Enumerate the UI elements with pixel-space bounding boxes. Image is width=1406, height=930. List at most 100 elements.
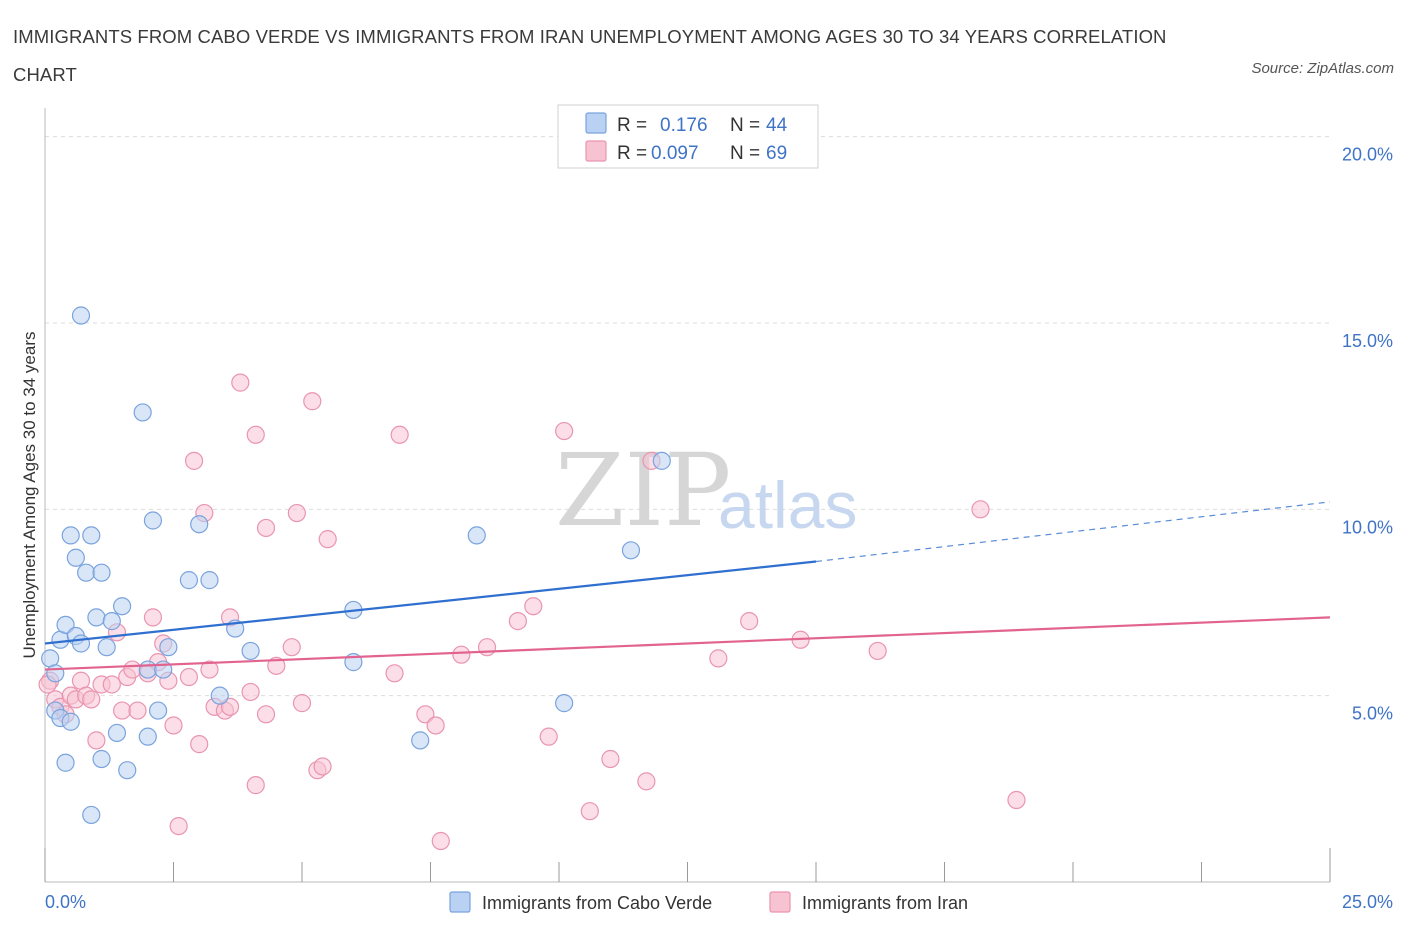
iran-point bbox=[539, 727, 558, 746]
cabo-verde-point bbox=[190, 515, 209, 534]
cabo-verde-point bbox=[200, 571, 219, 590]
cabo-verde-point bbox=[56, 615, 75, 634]
cabo-verde-point bbox=[82, 805, 101, 825]
y-tick-labels: 5.0% 10.0% 15.0% 20.0% bbox=[1342, 145, 1393, 724]
watermark: ZIP atlas bbox=[555, 432, 857, 549]
iran-point bbox=[184, 451, 204, 470]
iran-point bbox=[143, 608, 163, 627]
cabo-verde-point bbox=[71, 306, 91, 325]
iran-point bbox=[179, 667, 199, 687]
legend-n-label: N = bbox=[730, 115, 760, 136]
x-tick-label: 25.0% bbox=[1342, 892, 1393, 912]
iran-points bbox=[38, 373, 1026, 851]
cabo-verde-point bbox=[133, 403, 152, 422]
iran-point bbox=[477, 638, 497, 657]
cabo-verde-point bbox=[118, 761, 137, 780]
cabo-verde-point bbox=[66, 548, 85, 567]
cabo-verde-point bbox=[61, 526, 80, 545]
iran-point bbox=[87, 731, 106, 750]
cabo-verde-point bbox=[46, 664, 65, 683]
iran-point bbox=[426, 716, 445, 735]
bottom-legend-swatch-cabo-verde bbox=[449, 891, 471, 913]
iran-point bbox=[220, 697, 240, 716]
iran-point bbox=[246, 776, 265, 795]
trend-lines bbox=[44, 501, 1331, 671]
iran-point bbox=[318, 530, 337, 549]
y-tick-label: 15.0% bbox=[1342, 331, 1393, 351]
iran-point bbox=[190, 735, 209, 754]
iran-point bbox=[524, 597, 543, 616]
x-tick-label: 0.0% bbox=[45, 892, 86, 912]
iran-point bbox=[416, 705, 435, 724]
iran-point bbox=[256, 705, 276, 724]
cabo-verde-point bbox=[241, 641, 260, 661]
iran-point bbox=[82, 690, 101, 709]
legend-r-label: R = bbox=[617, 143, 647, 164]
cabo-verde-point bbox=[210, 686, 229, 705]
iran-point bbox=[971, 500, 990, 519]
legend-n-label: N = bbox=[730, 143, 760, 164]
cabo-verde-trendline-extension bbox=[815, 501, 1331, 563]
cabo-verde-point bbox=[555, 694, 574, 713]
cabo-verde-point bbox=[143, 511, 163, 530]
cabo-verde-point bbox=[102, 612, 121, 631]
cabo-verde-point bbox=[92, 749, 111, 769]
cabo-verde-point bbox=[97, 638, 116, 657]
grid-lines bbox=[45, 136, 1330, 697]
x-tick-labels: 0.0% 25.0% bbox=[45, 892, 1393, 912]
cabo-verde-point bbox=[411, 731, 430, 750]
bottom-legend-label-cabo-verde: Immigrants from Cabo Verde bbox=[482, 893, 712, 913]
iran-point bbox=[601, 749, 620, 769]
y-axis-label: Unemployment Among Ages 30 to 34 years bbox=[20, 332, 39, 659]
iran-point bbox=[1007, 790, 1026, 810]
cabo-verde-point bbox=[652, 451, 671, 470]
bottom-legend-label-iran: Immigrants from Iran bbox=[802, 893, 968, 913]
iran-point bbox=[164, 716, 183, 735]
iran-point bbox=[385, 664, 404, 683]
cabo-verde-point bbox=[179, 571, 199, 590]
cabo-verde-point bbox=[621, 541, 641, 560]
legend: R = 0.176 N = 44 R = 0.097 N = 69 bbox=[557, 104, 819, 169]
iran-point bbox=[128, 701, 147, 720]
axes bbox=[44, 108, 1331, 883]
y-tick-label: 20.0% bbox=[1342, 145, 1393, 165]
legend-r-label: R = bbox=[617, 115, 647, 136]
iran-point bbox=[287, 503, 306, 523]
legend-swatch-iran bbox=[585, 140, 607, 162]
iran-point bbox=[303, 392, 322, 411]
cabo-verde-point bbox=[56, 753, 75, 772]
cabo-verde-point bbox=[107, 723, 127, 743]
iran-point bbox=[637, 772, 656, 791]
cabo-verde-points bbox=[41, 306, 671, 825]
bottom-legend-swatch-iran bbox=[769, 891, 791, 913]
iran-point bbox=[868, 641, 887, 661]
iran-point bbox=[431, 831, 450, 851]
chart-title: IMMIGRANTS FROM CABO VERDE VS IMMIGRANTS… bbox=[13, 26, 1167, 85]
cabo-verde-point bbox=[92, 563, 111, 582]
watermark-atlas: atlas bbox=[718, 468, 857, 542]
iran-point bbox=[390, 425, 409, 444]
iran-point bbox=[112, 701, 132, 720]
legend-r-value: 0.097 bbox=[651, 143, 699, 164]
cabo-verde-point bbox=[77, 563, 96, 582]
iran-point bbox=[282, 638, 301, 657]
iran-point bbox=[740, 612, 759, 631]
iran-trendline bbox=[44, 616, 1331, 671]
legend-n-value: 69 bbox=[766, 143, 787, 164]
iran-point bbox=[508, 612, 527, 631]
iran-point bbox=[452, 645, 471, 664]
iran-point bbox=[555, 421, 574, 441]
iran-point bbox=[246, 425, 265, 444]
cabo-verde-trendline bbox=[44, 560, 817, 645]
legend-n-value: 44 bbox=[766, 115, 788, 136]
iran-point bbox=[267, 656, 286, 675]
iran-point bbox=[123, 660, 142, 679]
y-tick-label: 5.0% bbox=[1352, 704, 1393, 724]
cabo-verde-point bbox=[148, 701, 168, 720]
iran-point bbox=[709, 649, 728, 668]
iran-point bbox=[169, 816, 188, 836]
cabo-verde-point bbox=[138, 660, 157, 679]
cabo-verde-point bbox=[138, 727, 157, 746]
iran-point bbox=[313, 757, 332, 776]
iran-point bbox=[241, 682, 260, 702]
